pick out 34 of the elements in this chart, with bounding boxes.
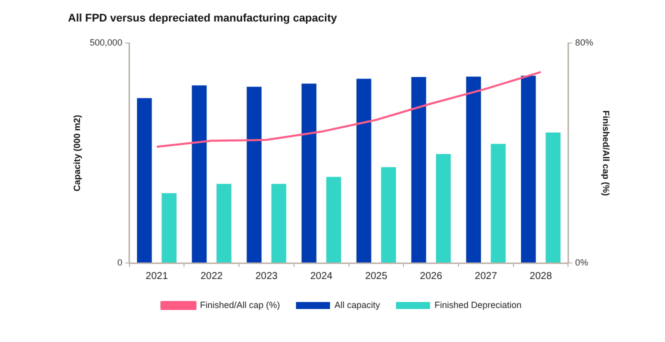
x-tick-label: 2025 [365, 270, 388, 282]
y-tick-label: 500,000 [90, 38, 122, 48]
legend-label: Finished/All cap (%) [200, 300, 280, 310]
y-axis-title: Capacity (000 m2) [72, 114, 82, 192]
x-tick-label: 2023 [255, 270, 278, 282]
bar [411, 77, 426, 262]
y-tick-label: 0 [117, 257, 122, 268]
bar [192, 85, 207, 262]
bar [246, 86, 262, 262]
x-tick-label: 2024 [310, 270, 333, 282]
y2-tick-label: 80% [575, 38, 594, 48]
x-tick-label: 2022 [200, 270, 224, 282]
x-tick-label: 2026 [420, 270, 443, 282]
bar [381, 167, 396, 262]
chart-title: All FPD versus depreciated manufacturing capacity [68, 12, 338, 25]
bar [356, 78, 372, 262]
bar [546, 132, 561, 262]
legend-label: All capacity [334, 300, 380, 310]
y2-tick-label: 0% [575, 257, 588, 268]
bar [302, 84, 316, 262]
x-tick-label: 2021 [146, 270, 168, 282]
bar [490, 144, 506, 262]
bar [521, 76, 536, 262]
x-tick-label: 2027 [474, 270, 498, 282]
bar [137, 98, 152, 262]
bar [271, 184, 286, 262]
bar [326, 176, 342, 262]
x-tick-label: 2028 [530, 270, 552, 282]
legend-label: Finished Depreciation [434, 300, 522, 310]
bar [436, 154, 451, 262]
y2-axis-title: Finished/All cap (%) [601, 110, 612, 196]
bar [216, 184, 232, 262]
bar [466, 76, 481, 262]
bar [162, 193, 177, 262]
